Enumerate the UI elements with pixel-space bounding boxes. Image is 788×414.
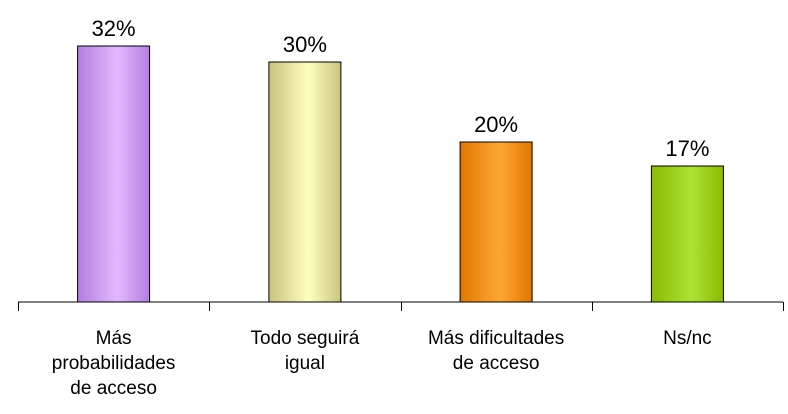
- category-label-1: Todo seguirá igual: [251, 328, 360, 374]
- data-label-0: 32%: [92, 16, 136, 41]
- bar-3: [650, 165, 724, 303]
- bars-layer: [77, 45, 724, 303]
- category-label-3: Ns/nc: [663, 328, 712, 349]
- x-axis: [18, 301, 784, 311]
- data-label-2: 20%: [474, 112, 518, 137]
- data-labels: 32% 30% 20% 17%: [92, 16, 710, 161]
- bar-2: [459, 141, 533, 303]
- bar-1: [268, 61, 342, 303]
- bar-0: [77, 45, 151, 303]
- category-label-0: Más probabilidades de acceso: [52, 328, 176, 399]
- category-label-2: Más dificultades de acceso: [428, 328, 564, 374]
- category-labels: Más probabilidades de acceso Todo seguirá ig…: [52, 328, 712, 399]
- data-label-1: 30%: [283, 32, 327, 57]
- data-label-3: 17%: [665, 136, 709, 161]
